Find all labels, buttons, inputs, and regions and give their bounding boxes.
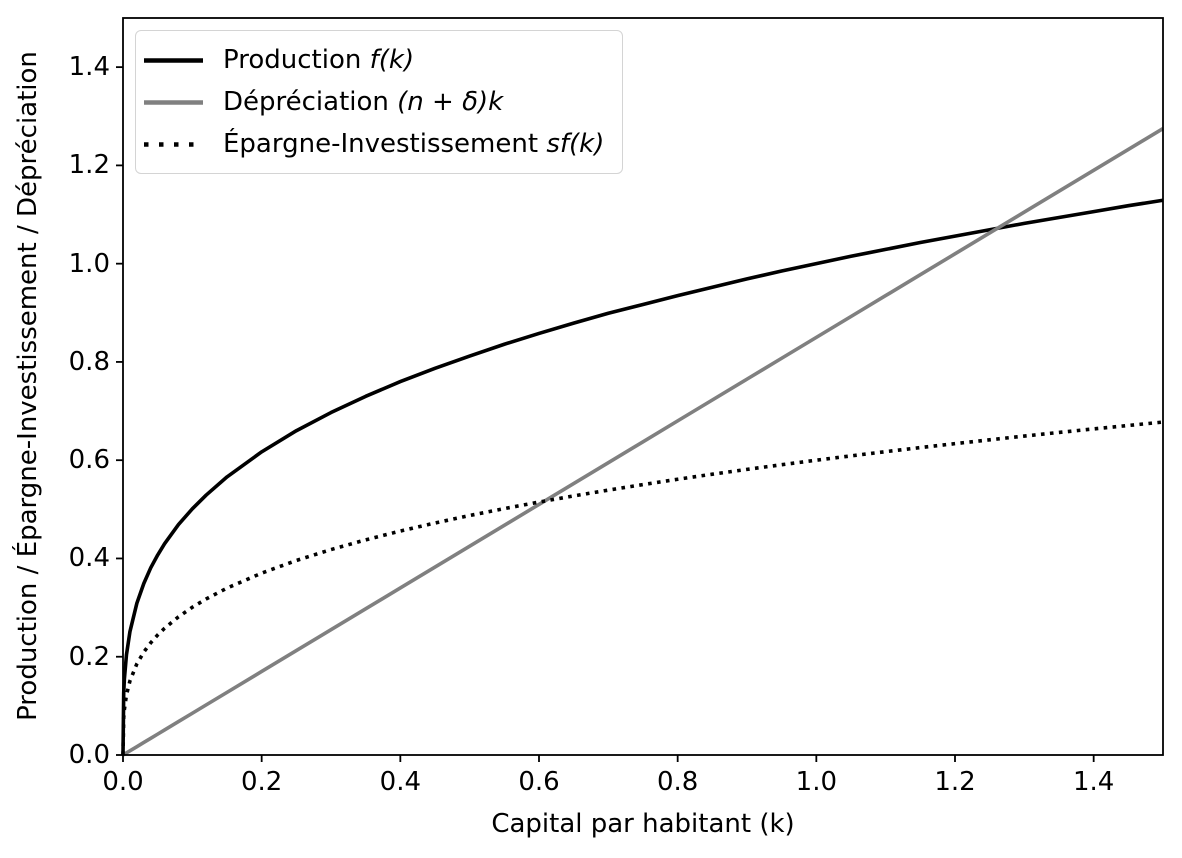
solid-gray-line-sample-icon [144, 99, 203, 105]
x-tick-label-1.0: 1.0 [795, 767, 838, 797]
y-tick-label-0.8: 0.8 [68, 346, 110, 377]
y-axis-label: Production / Épargne-Investissement / Dé… [13, 51, 43, 721]
legend-entry-epargne-investissement: Épargne-Investissement sf(k) [144, 123, 604, 165]
legend-text-depreciation: Dépréciation [223, 87, 398, 117]
x-tick-label-0.0: 0.0 [102, 767, 144, 797]
legend-math-depreciation: (n + δ)k [397, 87, 504, 117]
legend-entry-production: Production f(k) [144, 39, 604, 81]
y-tick-label-1.0: 1.0 [68, 248, 110, 279]
legend-text-epargne-investissement: Épargne-Investissement [223, 129, 547, 159]
legend-math-epargne-investissement: sf(k) [546, 129, 605, 159]
legend-text-production: Production [223, 45, 370, 75]
y-tick-label-0.0: 0.0 [68, 740, 110, 770]
axes-border [122, 17, 1164, 756]
x-tick-label-1.2: 1.2 [934, 767, 976, 797]
depreciation-line [121, 127, 1164, 757]
legend-math-production: f(k) [369, 45, 415, 75]
x-tick-label-0.4: 0.4 [379, 767, 422, 797]
y-tick-label-1.4: 1.4 [68, 52, 110, 83]
legend: Production f(k) Dépréciation (n + δ)k Ép… [135, 30, 624, 174]
dotted-black-line-sample-icon [144, 141, 203, 147]
legend-entry-depreciation: Dépréciation (n + δ)k [144, 81, 604, 123]
y-tick-label-0.6: 0.6 [68, 445, 110, 476]
x-axis-label: Capital par habitant (k) [491, 809, 795, 839]
legend-label-depreciation: Dépréciation (n + δ)k [223, 87, 503, 117]
x-tick-label-0.8: 0.8 [656, 767, 699, 797]
legend-label-epargne-investissement: Épargne-Investissement sf(k) [223, 129, 604, 159]
x-tick-label-0.6: 0.6 [518, 767, 560, 797]
y-tick-label-0.4: 0.4 [68, 543, 110, 574]
savings-investment-curve [121, 420, 1164, 756]
legend-label-production: Production f(k) [223, 45, 414, 75]
production-curve [121, 198, 1164, 756]
x-tick-label-1.4: 1.4 [1072, 767, 1115, 797]
x-tick-label-0.2: 0.2 [240, 767, 283, 797]
y-tick-label-1.2: 1.2 [68, 150, 110, 181]
y-tick-label-0.2: 0.2 [68, 641, 110, 672]
solid-black-line-sample-icon [144, 57, 203, 63]
